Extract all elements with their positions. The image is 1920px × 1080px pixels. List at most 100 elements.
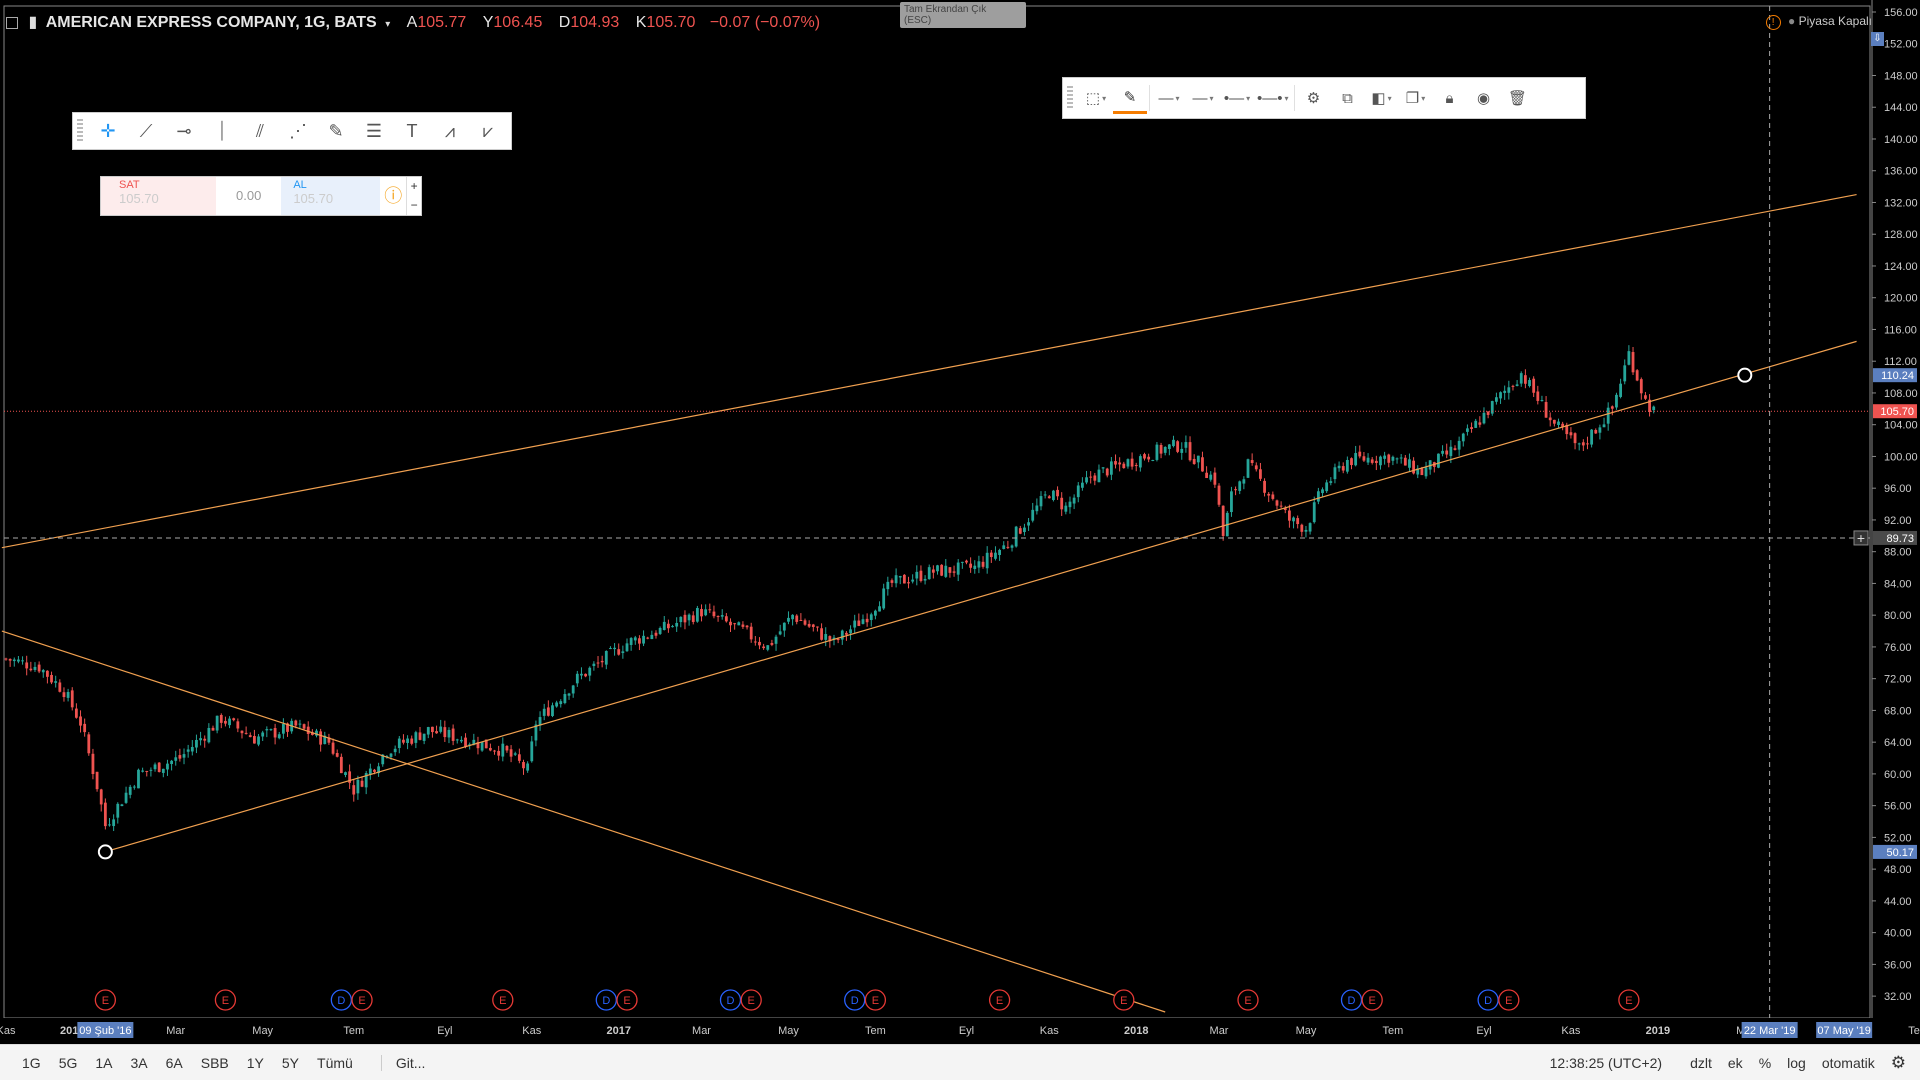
range-1y[interactable]: 1Y xyxy=(246,1054,264,1071)
drag-handle[interactable] xyxy=(77,119,83,143)
line-left-end-icon[interactable]: •— ▾ xyxy=(1223,89,1251,107)
range-1d[interactable]: 1G xyxy=(22,1054,41,1071)
earnings-marker[interactable] xyxy=(1498,989,1520,1011)
download-icon[interactable]: ⇩ xyxy=(1871,32,1884,46)
horizontal-ray-icon[interactable]: ⊸ xyxy=(176,120,192,141)
range-1m[interactable]: 1A xyxy=(95,1054,113,1071)
price-label-box xyxy=(1873,368,1917,383)
candle-body xyxy=(733,623,737,625)
sell-button[interactable]: SAT 105.70 xyxy=(101,177,217,215)
fullscreen-exit-tooltip[interactable]: Tam Ekrandan Çık (ESC) xyxy=(900,2,1026,28)
earnings-marker[interactable] xyxy=(1361,989,1383,1011)
earnings-marker[interactable] xyxy=(616,989,638,1011)
earnings-marker[interactable] xyxy=(94,989,117,1011)
dividend-marker-label: D xyxy=(851,995,859,1007)
dividend-marker[interactable] xyxy=(719,989,742,1011)
add-alert-button[interactable] xyxy=(1853,530,1869,546)
candle-body xyxy=(1370,459,1374,463)
parallel-channel-icon[interactable]: ⫽ xyxy=(255,120,265,141)
earnings-marker[interactable] xyxy=(740,989,762,1011)
candle-body xyxy=(25,662,29,669)
candle-body xyxy=(62,692,66,698)
visibility-icon[interactable]: ◉ xyxy=(1476,90,1491,107)
candle-body xyxy=(546,707,550,716)
candle-body xyxy=(323,735,327,745)
brush-icon[interactable]: ✎ xyxy=(328,120,344,141)
symbol-title[interactable]: AMERICAN EXPRESS COMPANY, 1G, BATS xyxy=(45,14,377,31)
clock[interactable]: 12:38:25 (UTC+2) xyxy=(1549,1054,1663,1071)
range-ytd[interactable]: SBB xyxy=(200,1054,229,1071)
earnings-marker-label: E xyxy=(748,995,755,1007)
xabcd-pattern-icon[interactable]: ⩘ xyxy=(444,120,456,141)
earnings-marker[interactable] xyxy=(1113,989,1135,1011)
settings-icon[interactable]: ⚙ xyxy=(1306,90,1321,107)
percent-toggle[interactable]: % xyxy=(1758,1054,1772,1071)
plus-icon[interactable]: + xyxy=(410,179,418,193)
dividend-marker[interactable] xyxy=(844,989,866,1011)
candle-body xyxy=(944,565,948,577)
earnings-marker[interactable] xyxy=(351,989,373,1011)
line-right-end-icon[interactable]: •—• ▾ xyxy=(1257,89,1289,107)
dividend-marker[interactable] xyxy=(330,989,352,1011)
candle-body xyxy=(886,581,890,590)
earnings-marker[interactable] xyxy=(1618,989,1640,1011)
text-icon[interactable]: T xyxy=(406,120,418,141)
candle-body xyxy=(1155,444,1159,460)
dividend-marker[interactable] xyxy=(1477,989,1499,1011)
candle-body xyxy=(451,728,455,741)
price-chart[interactable]: + E E D E E D E D E D E E E E D E D E E 156.00 152.00 148.00… xyxy=(0,0,1920,1044)
buy-button[interactable]: AL 105.70 xyxy=(281,177,381,215)
candle-body xyxy=(1408,459,1411,468)
lock-icon[interactable]: 🔒︎ xyxy=(1445,89,1454,107)
adjust-toggle[interactable]: dzlt xyxy=(1690,1054,1712,1071)
delete-icon[interactable]: 🗑︎ xyxy=(1508,90,1528,107)
log-toggle[interactable]: log xyxy=(1787,1054,1806,1071)
abcd-pattern-icon[interactable]: ⩗ xyxy=(482,120,494,141)
dividend-marker[interactable] xyxy=(595,989,617,1011)
earnings-marker[interactable] xyxy=(1237,989,1259,1011)
dividend-marker[interactable] xyxy=(1340,989,1363,1011)
earnings-marker-label: E xyxy=(1625,995,1632,1007)
range-6m[interactable]: 6A xyxy=(165,1054,183,1071)
copy-icon[interactable]: ❐ ▾ xyxy=(1405,90,1426,107)
range-all[interactable]: Tümü xyxy=(317,1054,353,1071)
info-icon[interactable]: ⓘ xyxy=(384,186,403,206)
pen-icon[interactable]: ✎ xyxy=(1113,82,1147,114)
candle-body xyxy=(936,565,939,572)
pitchfork-icon[interactable]: ⋰ xyxy=(289,120,307,141)
price-label-box xyxy=(1873,844,1917,859)
candle-body xyxy=(671,626,674,628)
candle-body xyxy=(1403,457,1407,466)
line-anchor-handle[interactable] xyxy=(97,844,113,860)
gear-icon[interactable]: ⚙ xyxy=(1890,1052,1906,1072)
vertical-line-icon[interactable]: ⏐ xyxy=(216,120,228,141)
candle-body xyxy=(124,792,128,803)
clone-icon[interactable]: ⧉ xyxy=(1342,89,1353,107)
line-anchor-handle[interactable] xyxy=(1737,367,1753,383)
legend-icon[interactable] xyxy=(6,16,18,29)
extended-toggle[interactable]: ek xyxy=(1727,1054,1743,1071)
earnings-marker[interactable] xyxy=(988,989,1011,1011)
range-3m[interactable]: 3A xyxy=(130,1054,148,1071)
drag-handle[interactable] xyxy=(1067,86,1073,110)
candle-body xyxy=(377,766,380,774)
candle-body xyxy=(940,564,944,576)
trend-line-icon[interactable]: ⟋ xyxy=(139,120,153,141)
minus-icon[interactable]: − xyxy=(410,198,418,212)
line-width-icon[interactable]: — ▾ xyxy=(1192,89,1214,107)
auto-toggle[interactable]: otomatik xyxy=(1821,1054,1875,1071)
crosshair-icon[interactable]: ✛ xyxy=(100,120,116,141)
goto-date-button[interactable]: Git... xyxy=(380,1054,425,1071)
earnings-marker[interactable] xyxy=(492,989,514,1011)
select-icon[interactable]: ⬚ ▾ xyxy=(1085,90,1107,107)
earnings-marker[interactable] xyxy=(214,989,237,1011)
fib-retracement-icon[interactable]: ☰ xyxy=(365,120,383,141)
range-5y[interactable]: 5Y xyxy=(281,1054,300,1071)
candle-body xyxy=(1341,466,1345,471)
line-style-icon[interactable]: — ▾ xyxy=(1158,89,1180,107)
range-5d[interactable]: 5G xyxy=(58,1054,78,1071)
visual-order-icon[interactable]: ◧ ▾ xyxy=(1371,90,1392,107)
candle-body xyxy=(1652,406,1656,411)
symbol-dropdown-icon[interactable]: ▾ xyxy=(385,19,391,30)
earnings-marker[interactable] xyxy=(864,989,887,1011)
